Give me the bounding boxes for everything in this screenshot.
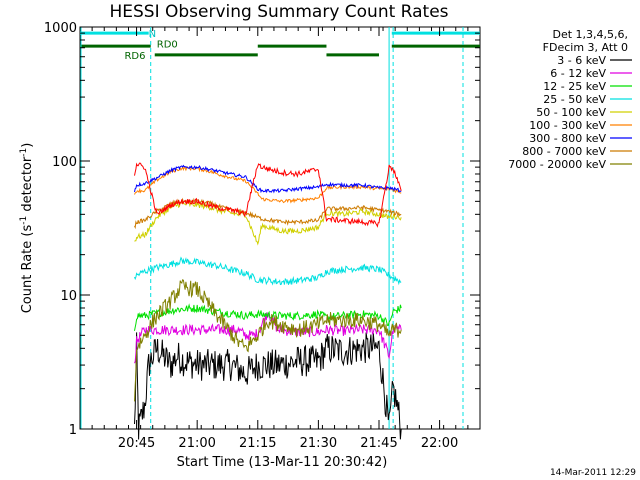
legend-label-6: 300 - 800 keV: [529, 132, 606, 145]
flag-label-rd0: RD0: [157, 40, 178, 51]
series-group: [134, 162, 402, 440]
x-tick-label-3: 21:30: [300, 436, 337, 451]
legend-label-1: 6 - 12 keV: [550, 67, 606, 80]
x-tick-label-1: 21:00: [178, 436, 215, 451]
chart-title: HESSI Observing Summary Count Rates: [109, 2, 448, 22]
y-axis-label-main: Count Rate (s: [20, 225, 35, 314]
legend-label-5: 100 - 300 keV: [529, 119, 606, 132]
legend-label-4: 50 - 100 keV: [536, 106, 606, 119]
legend-label-8: 7000 - 20000 keV: [508, 158, 606, 171]
cyan-vertical-lines-group: [80, 27, 464, 429]
x-tick-label-4: 21:45: [360, 436, 397, 451]
flag-label-rd6: RD6: [124, 51, 145, 62]
y-axis-label: Count Rate (s-1 detector-1): [19, 143, 35, 314]
series-line-4: [134, 200, 402, 246]
x-tick-label-2: 21:15: [239, 436, 276, 451]
series-line-5: [134, 165, 402, 204]
legend-header-line-2: FDecim 3, Att 0: [543, 41, 628, 54]
y-axis-label-mid: detector: [20, 156, 35, 216]
legend-label-0: 3 - 6 keV: [557, 54, 606, 67]
y-tick-label-2: 100: [52, 155, 77, 170]
x-tick-label-0: 20:45: [118, 436, 155, 451]
x-axis: 20:45 21:00 21:15 21:30 21:45 22:00: [79, 27, 481, 451]
y-tick-label-1: 10: [60, 289, 77, 304]
y-tick-label-3: 1000: [44, 21, 77, 36]
series-line-6: [134, 164, 402, 194]
plot-area: [79, 26, 481, 430]
legend-label-7: 800 - 7000 keV: [522, 145, 606, 158]
legend-label-3: 25 - 50 keV: [543, 93, 606, 106]
legend: Det 1,3,4,5,6, FDecim 3, Att 0 3 - 6 keV…: [508, 28, 632, 171]
y-axis: 1 10 100 1000: [44, 21, 480, 438]
series-line-red: [134, 162, 402, 228]
x-axis-label: Start Time (13-Mar-11 20:30:42): [177, 455, 388, 470]
legend-label-2: 12 - 25 keV: [543, 80, 606, 93]
x-tick-label-5: 22:00: [421, 436, 458, 451]
series-line-8: [134, 279, 402, 402]
y-axis-label-sup1: -1: [19, 216, 29, 225]
flag-label-n: N: [149, 29, 156, 40]
series-line-3: [134, 256, 402, 286]
legend-header-line-1: Det 1,3,4,5,6,: [552, 28, 628, 41]
footer-timestamp: 14-Mar-2011 12:29: [550, 468, 636, 478]
series-line-0: [134, 332, 402, 440]
y-tick-label-0: 1: [69, 423, 77, 438]
y-axis-label-end: ): [20, 143, 35, 148]
y-axis-label-sup2: -1: [19, 148, 29, 157]
